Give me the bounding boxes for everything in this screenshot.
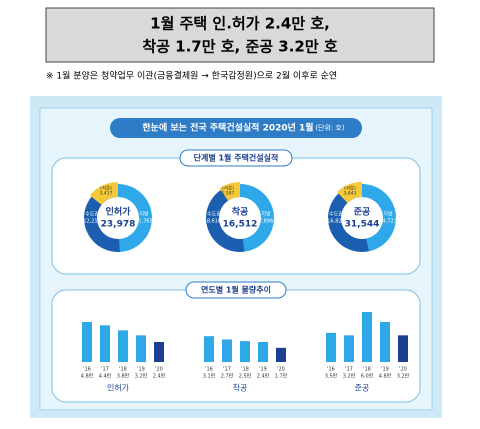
segment-value: 11,765 bbox=[135, 219, 153, 225]
year-label: '17 bbox=[345, 367, 353, 373]
value-label: 3.2만 bbox=[343, 373, 356, 380]
value-label: 2.4만 bbox=[153, 373, 166, 380]
year-label: '17 bbox=[223, 367, 231, 373]
unit: (단위: 호) bbox=[315, 123, 345, 132]
donut-total: 23,978 bbox=[101, 220, 136, 230]
section-title: 연도별 1월 물량추이 bbox=[201, 285, 271, 295]
segment-name: 지방 bbox=[261, 211, 271, 218]
donut-total: 16,512 bbox=[223, 220, 258, 230]
value-label: 4.4만 bbox=[99, 373, 112, 380]
value-label: 2.4만 bbox=[257, 373, 270, 380]
segment-value: 8,616 bbox=[207, 219, 221, 225]
donut-center-name: 인허가 bbox=[106, 206, 132, 218]
year-label: '19 bbox=[381, 367, 389, 373]
group-name: 인허가 bbox=[107, 383, 130, 393]
year-label: '17 bbox=[101, 367, 109, 373]
bar bbox=[240, 341, 250, 362]
value-label: 3.5만 bbox=[325, 373, 338, 380]
pill bbox=[179, 149, 293, 167]
bar bbox=[344, 335, 354, 362]
value-label: 4.8만 bbox=[81, 373, 94, 380]
segment-value: 3,417 bbox=[100, 191, 113, 197]
value-label: 4.8만 bbox=[379, 373, 392, 380]
value-label: 3.2만 bbox=[135, 373, 148, 380]
year-label: '16 bbox=[83, 367, 91, 373]
bar bbox=[222, 339, 232, 362]
segment-name: (서울) bbox=[100, 185, 112, 192]
year-label: '18 bbox=[241, 367, 249, 373]
segment-value: 1,587 bbox=[222, 191, 235, 197]
donut-segment bbox=[219, 182, 240, 201]
donut-segment bbox=[327, 184, 370, 252]
segment-value: 12,213 bbox=[83, 219, 101, 225]
bar bbox=[118, 330, 128, 362]
segment-name: (서울) bbox=[344, 185, 356, 192]
bar bbox=[380, 322, 390, 362]
bar bbox=[82, 322, 92, 362]
pill bbox=[185, 281, 287, 299]
group-name: 착공 bbox=[233, 384, 248, 393]
donut-segment bbox=[206, 184, 245, 252]
value-label: 6.0만 bbox=[361, 373, 374, 380]
infographic-title: 한눈에 보는 전국 주택건설실적 2020년 1월 bbox=[142, 122, 313, 134]
donut-segment bbox=[240, 184, 275, 252]
bar bbox=[362, 312, 372, 362]
header-line: 1월 주택 인.허가 2.4만 호, bbox=[150, 15, 330, 33]
note: ※ 1월 분양은 청약업무 이관(금융결제원 → 한국감정원)으로 2월 이후로… bbox=[46, 70, 337, 82]
year-label: '20 bbox=[277, 367, 285, 373]
donut-segment bbox=[84, 184, 120, 252]
segment-name: 수도권 bbox=[329, 211, 343, 218]
header-box bbox=[45, 7, 435, 63]
donut-segment bbox=[337, 182, 362, 203]
donut-segment bbox=[118, 183, 153, 252]
bar bbox=[136, 335, 146, 362]
donut-center-name: 준공 bbox=[354, 207, 371, 218]
segment-name: 지방 bbox=[139, 211, 149, 218]
year-label: '16 bbox=[205, 367, 213, 373]
segment-name: 수도권 bbox=[85, 211, 99, 218]
bar bbox=[154, 342, 164, 362]
year-label: '20 bbox=[399, 367, 407, 373]
segment-name: (서울) bbox=[222, 185, 234, 192]
bar bbox=[276, 347, 286, 362]
segment-value: 14,723 bbox=[379, 219, 397, 225]
bar bbox=[258, 342, 268, 362]
segment-name: 수도권 bbox=[207, 211, 221, 218]
value-label: 2.5만 bbox=[239, 373, 252, 380]
year-label: '20 bbox=[155, 367, 163, 373]
bar bbox=[326, 332, 336, 362]
year-label: '18 bbox=[363, 367, 371, 373]
value-label: 2.7만 bbox=[221, 373, 234, 380]
segment-name: 지방 bbox=[383, 211, 393, 218]
bar bbox=[204, 336, 214, 362]
bar bbox=[398, 335, 408, 362]
donut-segment bbox=[89, 182, 118, 205]
value-label: 3.2만 bbox=[397, 373, 410, 380]
year-label: '19 bbox=[137, 367, 145, 373]
donut-total: 31,544 bbox=[345, 220, 380, 230]
section-title: 단계별 1월 주택건설실적 bbox=[194, 153, 279, 163]
year-label: '18 bbox=[119, 367, 127, 373]
group-name: 준공 bbox=[355, 384, 370, 393]
value-label: 3.1만 bbox=[203, 373, 216, 380]
donut-center-name: 착공 bbox=[232, 206, 249, 218]
segment-value: 7,896 bbox=[259, 219, 273, 225]
segment-value: 3,843 bbox=[344, 191, 357, 197]
year-label: '19 bbox=[259, 367, 267, 373]
bar bbox=[100, 325, 110, 362]
segment-value: 16,821 bbox=[327, 219, 345, 225]
value-label: 3.8만 bbox=[117, 373, 130, 380]
donut-segment bbox=[362, 184, 396, 252]
value-label: 1.7만 bbox=[275, 373, 288, 380]
header-line: 착공 1.7만 호, 준공 3.2만 호 bbox=[142, 38, 338, 56]
year-label: '16 bbox=[327, 367, 335, 373]
title-pill bbox=[110, 118, 362, 138]
